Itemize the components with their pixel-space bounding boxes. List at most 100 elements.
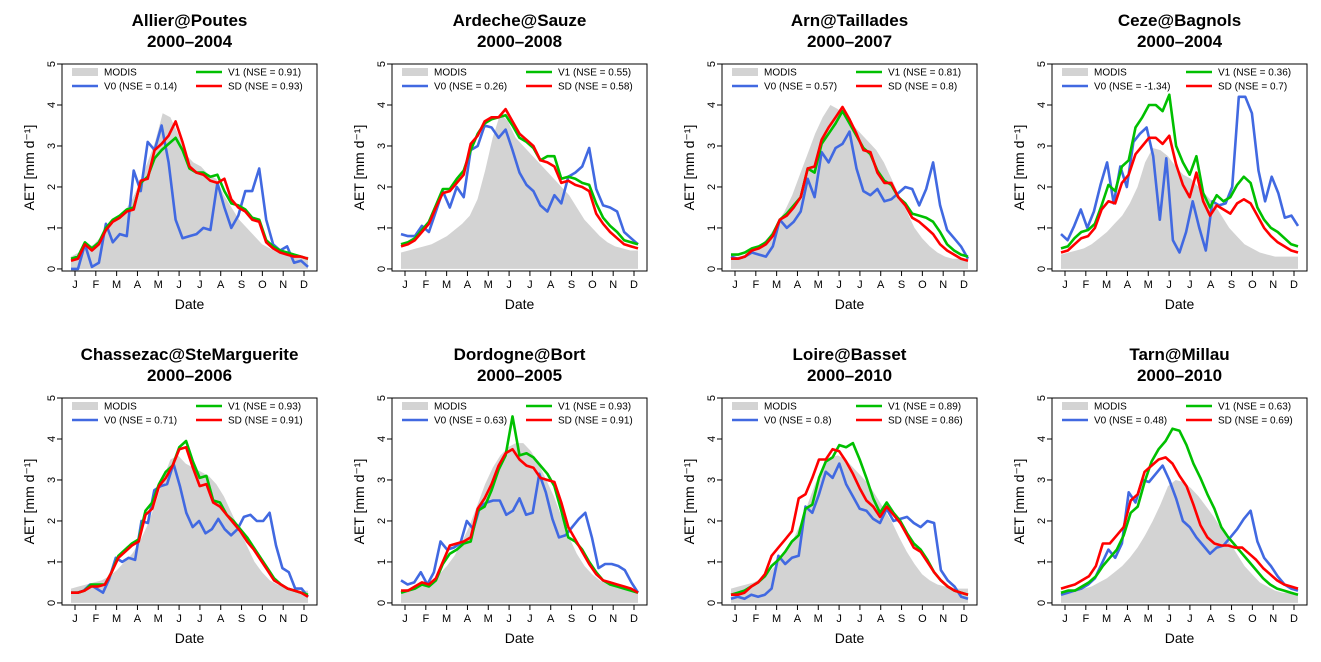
x-tick-label: D xyxy=(300,279,308,291)
x-tick-label: A xyxy=(877,279,885,291)
x-tick-label: J xyxy=(197,613,203,625)
x-tick-label: A xyxy=(1124,613,1132,625)
y-tick-label: 2 xyxy=(46,184,58,190)
legend-label-sd: SD (NSE = 0.8) xyxy=(888,82,957,93)
y-tick-label: 0 xyxy=(46,266,58,272)
legend: MODIS V0 (NSE = -1.34) V1 (NSE = 0.36) SD (… xyxy=(1062,68,1291,93)
x-tick-label: M xyxy=(1144,613,1153,625)
y-tick-label: 1 xyxy=(706,559,718,565)
x-tick-label: M xyxy=(484,613,493,625)
panel-title: Ceze@Bagnols xyxy=(1118,11,1241,30)
x-tick-label: J xyxy=(836,613,842,625)
series-v0-line xyxy=(730,462,969,601)
x-tick-label: M xyxy=(814,613,823,625)
x-axis-label: Date xyxy=(505,630,535,646)
legend-label-sd: SD (NSE = 0.93) xyxy=(228,82,303,93)
x-tick-label: A xyxy=(464,613,472,625)
y-tick-label: 1 xyxy=(376,225,388,231)
plot-frame xyxy=(61,63,318,272)
y-tick-label: 5 xyxy=(46,395,58,401)
plot-frame xyxy=(1051,397,1308,606)
x-tick-label: O xyxy=(1248,613,1257,625)
y-tick-label: 1 xyxy=(376,559,388,565)
x-axis-label: Date xyxy=(835,296,865,312)
y-tick-label: 3 xyxy=(376,477,388,483)
x-tick-label: M xyxy=(442,613,451,625)
x-tick-label: S xyxy=(568,279,575,291)
x-tick-label: F xyxy=(1082,613,1089,625)
y-tick-label: 0 xyxy=(376,266,388,272)
x-tick-label: N xyxy=(279,279,287,291)
y-axis-label: AET [mm d⁻¹] xyxy=(1011,125,1027,211)
y-tick-label: 3 xyxy=(46,143,58,149)
x-tick-label: N xyxy=(939,279,947,291)
x-tick-label: M xyxy=(484,279,493,291)
x-tick-label: N xyxy=(1269,279,1277,291)
y-tick-label: 0 xyxy=(1036,600,1048,606)
y-tick-label: 2 xyxy=(706,518,718,524)
plot-frame xyxy=(61,397,318,606)
legend-label-sd: SD (NSE = 0.58) xyxy=(558,82,633,93)
x-tick-label: S xyxy=(568,613,575,625)
legend-label-sd: SD (NSE = 0.91) xyxy=(228,416,303,427)
legend-label-v0: V0 (NSE = 0.48) xyxy=(1094,416,1167,427)
legend-label-modis: MODIS xyxy=(764,402,797,413)
y-axis-label: AET [mm d⁻¹] xyxy=(681,459,697,545)
y-tick-label: 4 xyxy=(706,436,718,442)
x-tick-label: M xyxy=(814,279,823,291)
x-tick-label: N xyxy=(279,613,287,625)
x-tick-label: J xyxy=(197,279,203,291)
x-tick-label: F xyxy=(422,613,429,625)
plot-frame xyxy=(721,397,978,606)
x-tick-label: M xyxy=(772,613,781,625)
y-axis-label: AET [mm d⁻¹] xyxy=(351,459,367,545)
panel-subtitle: 2000–2007 xyxy=(807,32,892,51)
x-tick-label: J xyxy=(1062,279,1068,291)
x-tick-label: A xyxy=(217,613,225,625)
x-tick-label: O xyxy=(258,613,267,625)
legend-label-v0: V0 (NSE = 0.57) xyxy=(764,82,837,93)
y-tick-label: 1 xyxy=(706,225,718,231)
legend-label-v0: V0 (NSE = 0.71) xyxy=(104,416,177,427)
series-sd-line xyxy=(71,445,309,598)
x-tick-label: A xyxy=(794,613,802,625)
series-sd-line xyxy=(400,107,639,250)
panel-subtitle: 2000–2005 xyxy=(477,366,562,385)
x-tick-label: M xyxy=(442,279,451,291)
panel-subtitle: 2000–2006 xyxy=(147,366,232,385)
panel-title: Loire@Basset xyxy=(793,345,907,364)
x-tick-label: A xyxy=(547,613,555,625)
x-tick-label: N xyxy=(609,613,617,625)
legend-label-sd: SD (NSE = 0.91) xyxy=(558,416,633,427)
x-tick-label: D xyxy=(960,613,968,625)
y-tick-label: 0 xyxy=(46,600,58,606)
x-tick-label: J xyxy=(176,279,182,291)
series-v0-line xyxy=(400,472,640,594)
legend-label-sd: SD (NSE = 0.69) xyxy=(1218,416,1293,427)
y-axis-label: AET [mm d⁻¹] xyxy=(351,125,367,211)
panel-title: Dordogne@Bort xyxy=(454,345,586,364)
x-axis-label: Date xyxy=(505,296,535,312)
legend-label-sd: SD (NSE = 0.7) xyxy=(1218,82,1287,93)
x-tick-label: A xyxy=(1207,613,1215,625)
legend-label-v0: V0 (NSE = 0.14) xyxy=(104,82,177,93)
x-tick-label: J xyxy=(1166,613,1172,625)
x-tick-label: F xyxy=(752,279,759,291)
series-sd-line xyxy=(731,105,969,262)
x-tick-label: S xyxy=(1228,613,1235,625)
x-tick-label: A xyxy=(1207,279,1215,291)
legend-label-modis: MODIS xyxy=(434,68,467,79)
series-v1-line xyxy=(70,136,309,260)
y-axis-label: AET [mm d⁻¹] xyxy=(681,125,697,211)
plot-frame xyxy=(721,63,978,272)
x-axis-label: Date xyxy=(1165,296,1195,312)
x-tick-label: M xyxy=(154,279,163,291)
panel-subtitle: 2000–2004 xyxy=(1137,32,1223,51)
y-tick-label: 0 xyxy=(1036,266,1048,272)
panel-title: Chassezac@SteMarguerite xyxy=(81,345,299,364)
panel-title: Arn@Taillades xyxy=(791,11,908,30)
